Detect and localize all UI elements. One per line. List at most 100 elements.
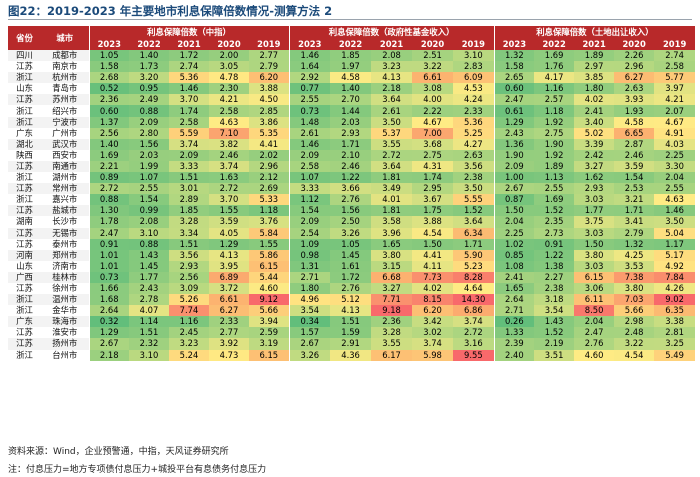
- value-cell: 1.99: [129, 160, 169, 173]
- value-cell: 1.46: [654, 205, 696, 217]
- value-cell: 4.41: [249, 138, 290, 150]
- province-cell: 江苏: [8, 160, 41, 173]
- header-row-groups: 省份 城市 利息保障倍数（中指） 利息保障倍数（政府性基金收入） 利息保障倍数（…: [8, 26, 696, 50]
- value-cell: 5.23: [453, 260, 495, 272]
- value-cell: 2.54: [288, 227, 331, 239]
- table-row: 江苏 盐城市 1.30 0.99 1.85 1.55 1.18 1.54 1.56 1.81 1.7…: [8, 205, 696, 217]
- value-cell: 3.01: [169, 183, 209, 195]
- value-cell: 6.15: [249, 260, 290, 272]
- value-cell: 2.09: [493, 160, 535, 173]
- value-cell: 2.70: [330, 94, 372, 106]
- value-cell: 2.73: [534, 227, 575, 239]
- value-cell: 3.97: [654, 83, 696, 95]
- header-group-land-revenue: 利息保障倍数（土地出让收入）: [493, 26, 696, 38]
- value-cell: 1.62: [574, 172, 615, 184]
- value-cell: 2.38: [453, 172, 495, 184]
- value-cell: 0.91: [88, 238, 129, 250]
- value-cell: 3.74: [412, 338, 454, 350]
- value-cell: 2.93: [330, 127, 372, 139]
- table-row: 江苏 南通市 2.21 1.99 3.33 3.74 2.96 2.58 2.46 3.64 4.3…: [8, 160, 696, 173]
- value-cell: 2.76: [330, 282, 372, 295]
- value-cell: 1.76: [534, 61, 575, 73]
- value-cell: 2.68: [88, 72, 129, 84]
- value-cell: 4.03: [654, 138, 696, 150]
- value-cell: 2.63: [614, 83, 655, 95]
- value-cell: 1.50: [574, 238, 615, 250]
- province-cell: 浙江: [8, 116, 41, 128]
- value-cell: 3.92: [209, 338, 249, 350]
- value-cell: 1.40: [129, 50, 169, 62]
- value-cell: 3.54: [534, 305, 575, 317]
- value-cell: 3.42: [412, 316, 454, 328]
- value-cell: 0.87: [493, 194, 535, 206]
- value-cell: 1.13: [534, 172, 575, 184]
- value-cell: 2.38: [534, 282, 575, 295]
- value-cell: 2.75: [534, 127, 575, 139]
- value-cell: 1.46: [288, 50, 331, 62]
- value-cell: 4.54: [412, 227, 454, 239]
- value-cell: 4.05: [209, 227, 249, 239]
- value-cell: 8.15: [412, 294, 454, 306]
- value-cell: 2.72: [453, 327, 495, 339]
- value-cell: 3.03: [574, 194, 615, 206]
- value-cell: 3.15: [371, 260, 413, 272]
- value-cell: 2.46: [614, 149, 655, 161]
- value-cell: 1.56: [129, 138, 169, 150]
- value-cell: 5.04: [654, 227, 696, 239]
- value-cell: 1.74: [412, 172, 454, 184]
- value-cell: 6.27: [614, 72, 655, 84]
- province-cell: 江苏: [8, 327, 41, 339]
- value-cell: 2.92: [288, 72, 331, 84]
- value-cell: 3.33: [288, 183, 331, 195]
- value-cell: 4.27: [453, 138, 495, 150]
- table-row: 浙江 温州市 1.68 2.78 5.26 6.61 9.12 4.96 5.12 7.71 8.1…: [8, 294, 696, 306]
- value-cell: 3.74: [169, 138, 209, 150]
- value-cell: 0.60: [88, 105, 129, 117]
- value-cell: 5.66: [249, 305, 290, 317]
- value-cell: 2.48: [614, 327, 655, 339]
- value-cell: 6.15: [574, 271, 615, 283]
- value-cell: 2.77: [249, 50, 290, 62]
- value-cell: 2.33: [209, 316, 249, 328]
- value-cell: 2.64: [88, 305, 129, 317]
- value-cell: 4.73: [209, 349, 249, 361]
- value-cell: 4.36: [330, 349, 372, 361]
- value-cell: 3.80: [614, 282, 655, 295]
- value-cell: 4.02: [574, 94, 615, 106]
- value-cell: 5.35: [249, 127, 290, 139]
- value-cell: 3.18: [534, 294, 575, 306]
- city-cell: 台州市: [41, 349, 89, 361]
- value-cell: 3.75: [574, 216, 615, 228]
- header-province: 省份: [8, 26, 41, 50]
- value-cell: 2.47: [574, 327, 615, 339]
- value-cell: 4.63: [209, 116, 249, 128]
- city-cell: 嘉兴市: [41, 194, 89, 206]
- value-cell: 0.77: [288, 83, 331, 95]
- province-cell: 江苏: [8, 338, 41, 350]
- value-cell: 3.58: [371, 216, 413, 228]
- value-cell: 2.55: [288, 94, 331, 106]
- value-cell: 2.33: [453, 105, 495, 117]
- value-cell: 2.80: [129, 127, 169, 139]
- footnote: 注：付息压力=地方专项债付息压力+城投平台有息债务付息压力: [8, 465, 267, 475]
- table-row: 河南 郑州市 1.01 1.43 3.56 4.13 5.86 0.98 1.45 3.80 4.4…: [8, 249, 696, 261]
- value-cell: 3.41: [614, 216, 655, 228]
- value-cell: 1.92: [534, 149, 575, 161]
- table-row: 四川 成都市 1.05 1.40 1.72 2.00 2.77 1.46 1.85 2.08 2.5…: [8, 50, 696, 62]
- table-row: 江苏 扬州市 2.67 2.32 3.23 3.92 3.19 2.67 2.91 3.55 3.7…: [8, 338, 696, 350]
- province-cell: 河南: [8, 249, 41, 261]
- value-cell: 1.89: [534, 160, 575, 173]
- value-cell: 1.77: [129, 271, 169, 283]
- province-cell: 湖南: [8, 216, 41, 228]
- value-cell: 1.14: [129, 316, 169, 328]
- value-cell: 2.04: [493, 216, 535, 228]
- header-year: 2022: [534, 38, 575, 50]
- table-row: 浙江 台州市 2.18 3.10 5.24 4.73 6.15 3.26 4.36 6.17 5.9…: [8, 349, 696, 361]
- value-cell: 5.02: [574, 127, 615, 139]
- table-row: 山东 济南市 1.01 1.45 2.93 3.95 6.15 1.31 1.61 3.15 4.1…: [8, 260, 696, 272]
- value-cell: 1.93: [614, 105, 655, 117]
- value-cell: 1.69: [88, 149, 129, 161]
- value-cell: 4.92: [654, 260, 696, 272]
- value-cell: 3.28: [371, 327, 413, 339]
- table-row: 江苏 泰州市 0.91 0.88 1.51 1.29 1.55 1.09 1.05 1.65 1.5…: [8, 238, 696, 250]
